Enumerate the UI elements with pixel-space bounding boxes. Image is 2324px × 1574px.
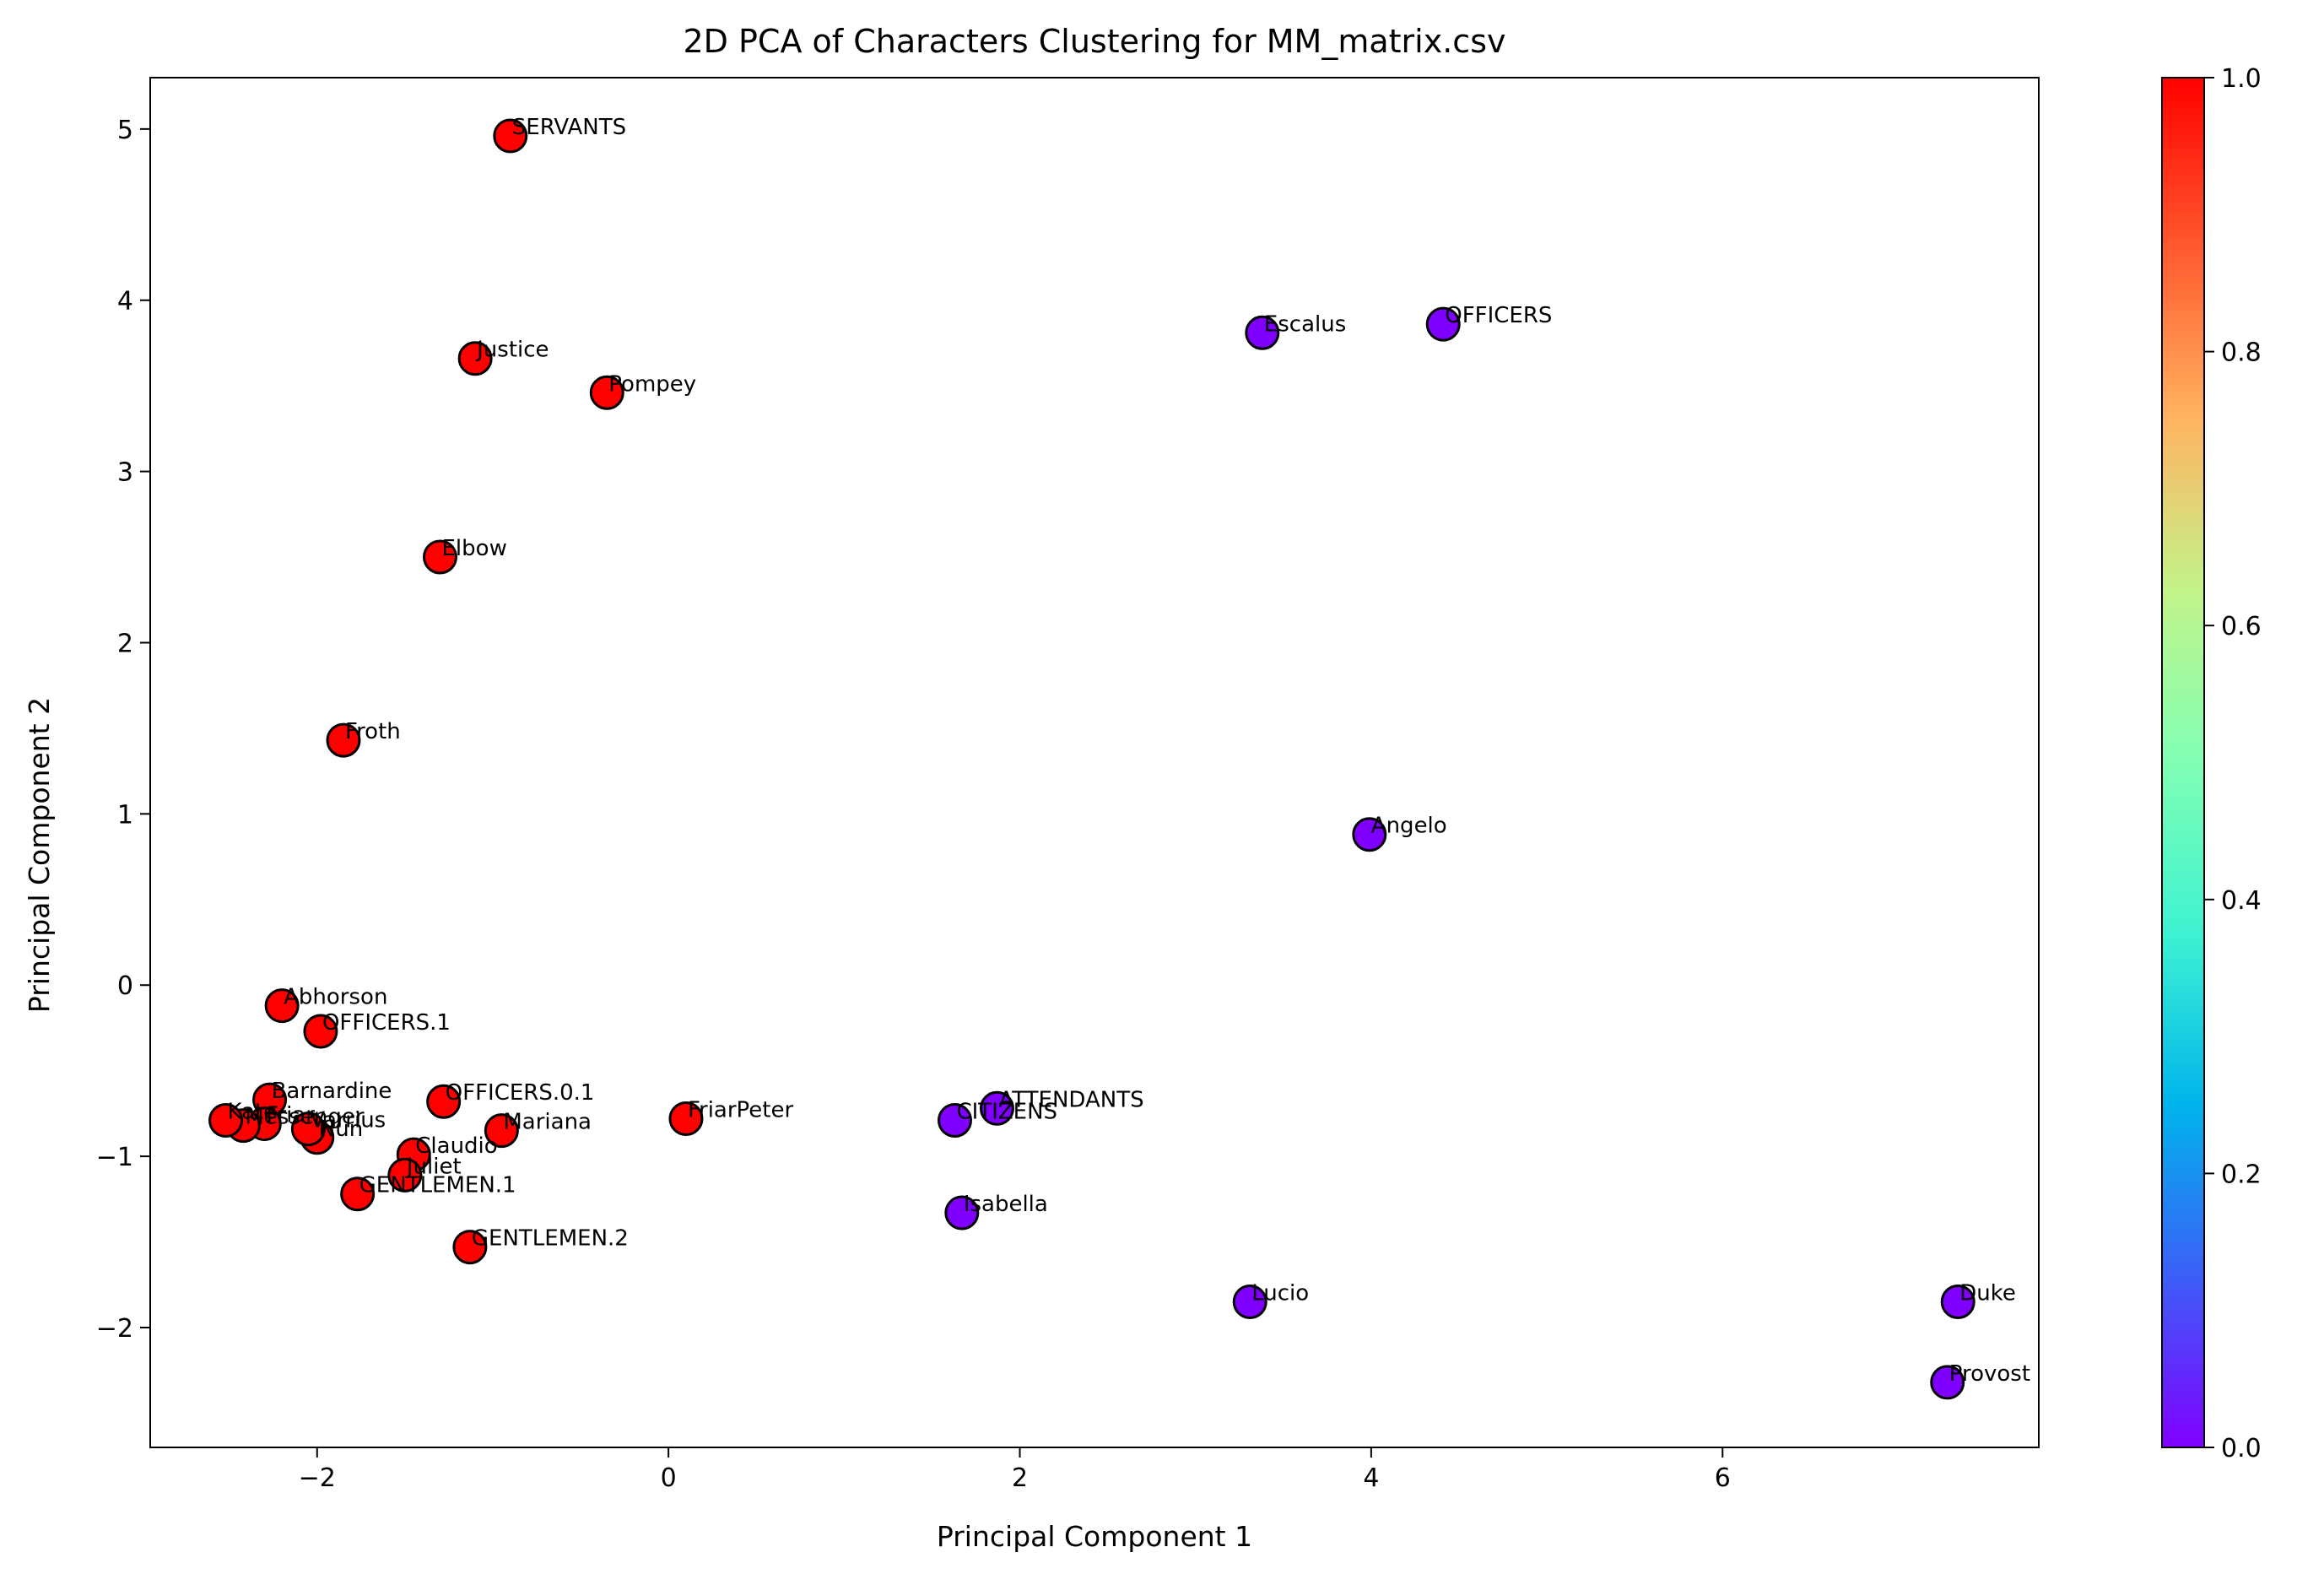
point-label: Abhorson — [284, 985, 387, 1010]
plot-area: −2 0 2 4 6 −2 −1 0 1 2 3 4 5 SERVANTS Justice Pompey Elb… — [96, 77, 2040, 1493]
point-label: Juliet — [405, 1154, 462, 1179]
point-labels: SERVANTSJusticePompeyElbowFrothAbhorsonO… — [228, 115, 2031, 1387]
y-tick-label: 5 — [117, 116, 133, 145]
point-label: Provost — [1949, 1361, 2030, 1387]
y-tick-label: 1 — [117, 800, 133, 830]
x-axis-label: Principal Component 1 — [937, 1520, 1252, 1553]
data-point — [1245, 315, 1280, 350]
x-tick-label: −2 — [299, 1463, 336, 1493]
data-point — [1940, 1285, 1975, 1320]
colorbar-tick-label: 0.8 — [2221, 338, 2262, 368]
colorbar-tick-label: 0.4 — [2221, 886, 2262, 916]
data-point — [426, 1084, 462, 1119]
point-label: Isabella — [964, 1192, 1048, 1217]
point-label: OFFICERS.0.1 — [446, 1080, 595, 1106]
point-label: ATTENDANTS — [998, 1087, 1143, 1112]
data-point — [1232, 1285, 1267, 1320]
point-label: OFFICERS.1 — [322, 1010, 451, 1036]
data-point — [340, 1176, 376, 1212]
y-tick-label: 2 — [117, 629, 133, 658]
point-label: Froth — [345, 719, 401, 744]
colorbar: 0.0 0.2 0.4 0.6 0.8 1.0 — [2161, 64, 2262, 1463]
x-tick-label: 2 — [1012, 1463, 1028, 1493]
data-point — [937, 1103, 972, 1139]
chart-title: 2D PCA of Characters Clustering for MM_m… — [684, 23, 1506, 60]
point-label: Nun — [319, 1117, 363, 1142]
data-point — [290, 1112, 326, 1147]
data-point — [668, 1101, 704, 1136]
point-label: Elbow — [442, 536, 507, 561]
data-point — [457, 341, 493, 376]
point-label: Kate — [228, 1100, 278, 1125]
point-label: Mariana — [503, 1110, 592, 1135]
data-point — [484, 1113, 519, 1149]
point-label: Claudio — [415, 1133, 497, 1159]
point-label: Lucio — [1251, 1281, 1309, 1306]
y-tick-label: 4 — [117, 287, 133, 316]
data-point — [1352, 817, 1387, 852]
point-label: Messenger — [245, 1105, 364, 1130]
data-point — [387, 1157, 423, 1193]
y-tick-label: 0 — [117, 971, 133, 1001]
x-tick-label: 0 — [661, 1463, 677, 1493]
colorbar-tick-label: 0.6 — [2221, 612, 2262, 641]
point-label: Escalus — [1264, 311, 1346, 337]
data-point — [1425, 306, 1461, 342]
point-label: GENTLEMEN.2 — [472, 1226, 629, 1252]
point-label: Pompey — [608, 371, 696, 397]
point-label: CITIZENS — [956, 1100, 1057, 1125]
data-point — [452, 1230, 488, 1265]
data-point — [303, 1014, 338, 1049]
point-label: GENTLEMEN.1 — [359, 1173, 516, 1198]
point-label: Barnardine — [272, 1079, 392, 1104]
point-label: Duke — [1959, 1281, 2016, 1306]
data-point — [944, 1195, 980, 1231]
point-label: OFFICERS — [1445, 303, 1552, 328]
point-label: FriarPeter — [688, 1097, 794, 1122]
data-point — [1930, 1365, 1965, 1400]
colorbar-tick-label: 1.0 — [2221, 64, 2262, 94]
point-label: Varrius — [310, 1108, 386, 1133]
plot-frame — [149, 77, 2040, 1448]
data-point — [493, 118, 528, 154]
colorbar-tick-label: 0.2 — [2221, 1160, 2262, 1189]
data-point — [979, 1090, 1014, 1126]
y-tick-label: −1 — [96, 1143, 133, 1172]
data-points — [208, 118, 1975, 1400]
data-point — [326, 722, 361, 758]
colorbar-frame — [2161, 77, 2205, 1448]
x-tick-label: 4 — [1363, 1463, 1379, 1493]
point-label: Angelo — [1371, 814, 1447, 839]
y-tick-label: −2 — [96, 1314, 133, 1344]
colorbar-gradient — [2162, 78, 2204, 1447]
colorbar-tick-label: 0.0 — [2221, 1434, 2262, 1463]
x-tick-label: 6 — [1715, 1463, 1731, 1493]
point-label: Friar — [266, 1103, 315, 1128]
point-label: Justice — [475, 338, 549, 363]
point-label: SERVANTS — [512, 115, 626, 140]
data-point — [423, 539, 458, 575]
data-point — [264, 988, 300, 1024]
data-point — [589, 375, 624, 410]
y-tick-label: 3 — [117, 458, 133, 488]
y-axis-label: Principal Component 2 — [23, 697, 56, 1013]
data-point — [208, 1103, 244, 1139]
